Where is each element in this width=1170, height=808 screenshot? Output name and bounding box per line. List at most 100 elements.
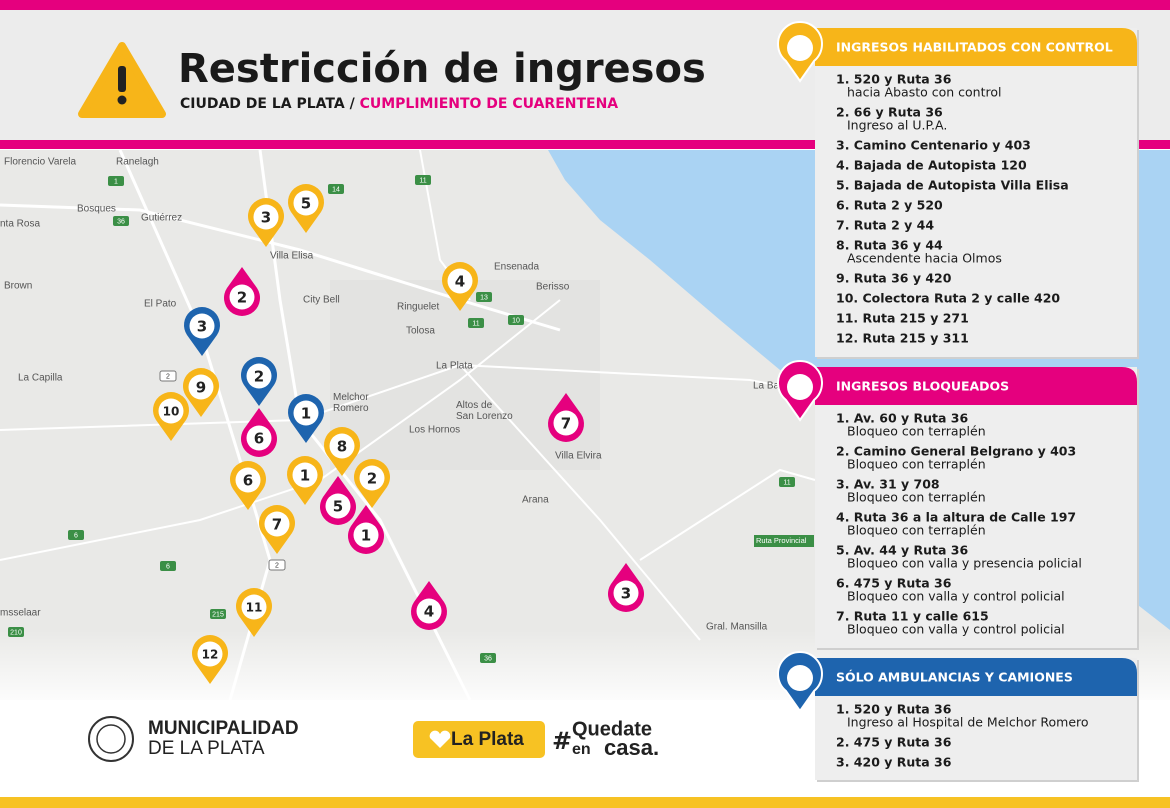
place-label: Berisso xyxy=(536,282,570,293)
place-label: Gral. Mansilla xyxy=(706,622,768,633)
route-label: 11 xyxy=(419,177,426,184)
route-label: 6 xyxy=(74,532,78,539)
municipality-b: DE LA PLATA xyxy=(148,738,265,759)
panel-pin-face xyxy=(787,665,813,691)
marker-label: 11 xyxy=(246,601,263,615)
route-shield xyxy=(210,609,226,619)
route-label: 6 xyxy=(166,563,170,570)
list-detail: Bloqueo con terraplén xyxy=(847,523,986,538)
marker-label: 1 xyxy=(361,527,371,545)
list-detail: Bloqueo con terraplén xyxy=(847,490,986,505)
hash: # xyxy=(552,727,572,755)
place-label: La Ba xyxy=(753,381,780,392)
municipality-a: MUNICIPALIDAD xyxy=(148,718,299,739)
marker-face xyxy=(416,598,442,624)
marker-label: 10 xyxy=(163,405,180,419)
list-detail: hacia Abasto con control xyxy=(847,85,1002,100)
list-detail: Ingreso al Hospital de Melchor Romero xyxy=(847,715,1089,730)
route-shield xyxy=(476,292,492,302)
place-label: Ranelagh xyxy=(116,157,159,168)
marker-face xyxy=(158,398,184,424)
route-label: 210 xyxy=(10,629,22,636)
place-label: Brown xyxy=(4,281,32,292)
list-item: 2. 475 y Ruta 36 xyxy=(836,735,952,750)
place-label: Arana xyxy=(522,495,549,506)
route-shield xyxy=(328,184,344,194)
marker-label: 3 xyxy=(197,318,207,336)
brand: La Plata xyxy=(451,729,524,750)
marker-face xyxy=(553,410,579,436)
place-label: Melchor Romero xyxy=(333,392,369,414)
list-detail: Bloqueo con valla y control policial xyxy=(847,622,1065,637)
panel-title: INGRESOS HABILITADOS CON CONTROL xyxy=(836,40,1113,55)
route-label: 2 xyxy=(166,373,170,380)
footer: MUNICIPALIDAD DE LA PLATA La Plata # Que… xyxy=(88,716,659,762)
list-item: 5. Av. 44 y Ruta 36 xyxy=(836,543,968,558)
title: Restricción de ingresos xyxy=(178,46,706,92)
route-label: 14 xyxy=(332,186,340,193)
marker-face xyxy=(329,433,355,459)
marker-label: 3 xyxy=(261,209,271,227)
route-shield xyxy=(108,176,124,186)
list-item: 1. 520 y Ruta 36 xyxy=(836,702,952,717)
marker-label: 4 xyxy=(455,273,465,291)
panel-header xyxy=(815,658,1137,696)
route-shield xyxy=(160,561,176,571)
marker-label: 7 xyxy=(272,516,282,534)
list-item: 9. Ruta 36 y 420 xyxy=(836,271,952,286)
marker-label: 4 xyxy=(424,603,434,621)
marker-label: 1 xyxy=(300,467,310,485)
list-item: 7. Ruta 2 y 44 xyxy=(836,218,934,233)
hashtag-b: en xyxy=(572,741,591,758)
place-line: San Lorenzo xyxy=(456,411,513,422)
list-item: 11. Ruta 215 y 271 xyxy=(836,311,969,326)
marker-face xyxy=(613,580,639,606)
panel-title: SÓLO AMBULANCIAS Y CAMIONES xyxy=(836,670,1073,685)
panel-header xyxy=(815,28,1137,66)
place-label: El Pato xyxy=(144,299,177,310)
list-item: 6. 475 y Ruta 36 xyxy=(836,576,952,591)
marker-face xyxy=(188,374,214,400)
panel-body xyxy=(815,367,1137,648)
municipal-seal xyxy=(88,716,134,762)
list-detail: Ascendente hacia Olmos xyxy=(847,251,1002,266)
subtitle-topic: CUMPLIMIENTO DE CUARENTENA xyxy=(360,96,619,112)
route-shield xyxy=(8,627,24,637)
marker-label: 7 xyxy=(561,415,571,433)
route-label: 215 xyxy=(212,611,224,618)
warning-dot xyxy=(117,95,127,105)
marker-label: 1 xyxy=(301,405,311,423)
marker-face xyxy=(197,641,223,667)
panel-body xyxy=(815,28,1137,357)
top-stripe xyxy=(0,0,1170,10)
place-line: Melchor xyxy=(333,392,369,403)
marker-face xyxy=(359,465,385,491)
route-shield xyxy=(159,370,177,382)
marker-face xyxy=(253,204,279,230)
list-item: 1. 520 y Ruta 36 xyxy=(836,72,952,87)
marker-face xyxy=(292,462,318,488)
header: Restricción de ingresos CIUDAD DE LA PLA… xyxy=(0,0,1170,149)
marker-face xyxy=(189,313,215,339)
route-shield xyxy=(468,318,484,328)
list-detail: Bloqueo con terraplén xyxy=(847,457,986,472)
list-detail: Bloqueo con valla y presencia policial xyxy=(847,556,1082,571)
route-sign xyxy=(754,535,814,547)
route-shield xyxy=(779,477,795,487)
route-shield xyxy=(113,216,129,226)
marker-label: 2 xyxy=(367,470,377,488)
list-item: 10. Colectora Ruta 2 y calle 420 xyxy=(836,291,1060,306)
list-detail: Bloqueo con valla y control policial xyxy=(847,589,1065,604)
route-label: 11 xyxy=(783,479,790,486)
list-item: 2. Camino General Belgrano y 403 xyxy=(836,444,1076,459)
place-label: Los Hornos xyxy=(409,425,460,436)
marker-face xyxy=(235,467,261,493)
legend-panels: INGRESOS HABILITADOS CON CONTROL 1. 520 y… xyxy=(777,21,1139,782)
place-label: La Capilla xyxy=(18,373,63,384)
place-label: Villa Elvira xyxy=(555,451,602,462)
list-item: 2. 66 y Ruta 36 xyxy=(836,105,943,120)
marker-face xyxy=(293,190,319,216)
